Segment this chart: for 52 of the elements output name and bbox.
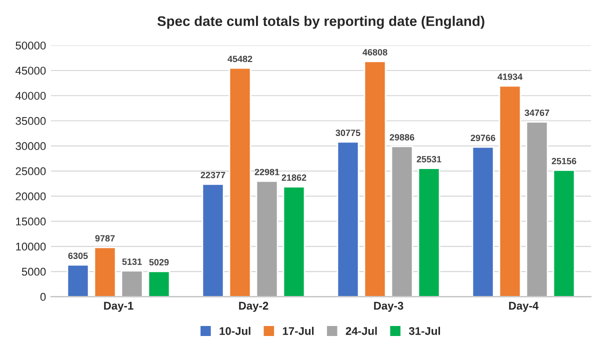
- bar: [66, 264, 90, 297]
- x-tick-label: Day-3: [374, 302, 404, 312]
- y-tick-label: 50000: [16, 42, 46, 50]
- bar: [336, 141, 360, 297]
- legend-label: 10-Jul: [220, 326, 250, 335]
- data-label: 29766: [470, 134, 496, 142]
- data-label: 22377: [200, 172, 226, 178]
- bar: [256, 180, 278, 297]
- y-tick-label: 35000: [16, 117, 46, 125]
- y-tick-label: 0: [40, 292, 46, 301]
- y-tick-label: 45000: [16, 66, 46, 75]
- data-label: 41934: [498, 74, 523, 80]
- y-tick-label: 5000: [22, 268, 46, 276]
- y-tick-label: 20000: [16, 192, 46, 200]
- data-label: 5131: [122, 258, 142, 265]
- data-label: 29886: [390, 134, 414, 141]
- bar: [148, 270, 170, 297]
- y-tick-label: 15000: [16, 218, 46, 226]
- bar: [418, 168, 440, 297]
- bar: [282, 186, 306, 297]
- data-label: 6305: [68, 252, 88, 260]
- data-label: 22981: [254, 168, 280, 176]
- legend-label: 17-Jul: [282, 326, 314, 335]
- bar: [228, 67, 252, 297]
- bar: [472, 146, 494, 297]
- y-tick-label: 30000: [16, 142, 46, 150]
- x-tick-label: Day-4: [509, 302, 539, 312]
- chart-title: Spec date cuml totals by reporting date (England): [157, 16, 484, 29]
- bar: [120, 270, 144, 297]
- y-tick-label: 10000: [16, 242, 46, 251]
- y-tick-label: 25000: [16, 167, 46, 176]
- data-label: 9787: [95, 235, 115, 242]
- bar: [202, 183, 224, 297]
- bar: [364, 60, 386, 297]
- data-label: 46808: [362, 49, 388, 56]
- data-label: 25531: [416, 156, 442, 162]
- legend-label: 31-Jul: [408, 326, 440, 335]
- x-tick-label: Day-1: [104, 302, 134, 312]
- data-label: 5029: [149, 259, 169, 266]
- data-label: 21862: [282, 174, 306, 181]
- x-tick-label: Day-2: [239, 302, 268, 312]
- data-label: 45482: [228, 56, 252, 62]
- bar: [390, 146, 414, 297]
- data-label: 30775: [336, 130, 360, 136]
- bar: [498, 85, 522, 297]
- bar: [94, 246, 116, 297]
- bar: [526, 121, 548, 297]
- legend-label: 24-Jul: [346, 326, 377, 335]
- data-label: 34767: [524, 110, 550, 116]
- data-label: 25156: [552, 158, 576, 164]
- bar: [552, 170, 576, 297]
- y-tick-label: 40000: [16, 92, 46, 100]
